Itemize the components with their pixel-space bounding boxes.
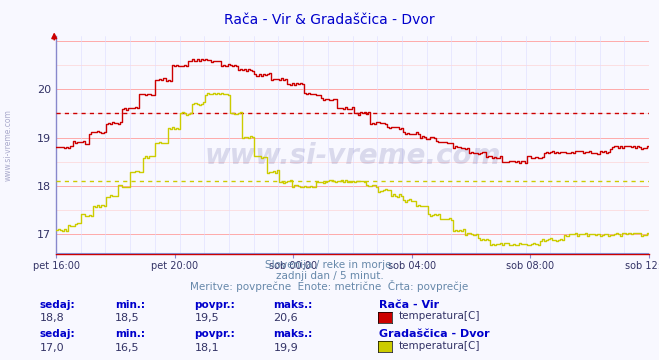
Text: Slovenija / reke in morje.: Slovenija / reke in morje. xyxy=(264,260,395,270)
Text: min.:: min.: xyxy=(115,329,146,339)
Text: Rača - Vir & Gradaščica - Dvor: Rača - Vir & Gradaščica - Dvor xyxy=(224,13,435,27)
Text: min.:: min.: xyxy=(115,300,146,310)
Text: temperatura[C]: temperatura[C] xyxy=(399,341,480,351)
Text: sedaj:: sedaj: xyxy=(40,300,75,310)
Text: maks.:: maks.: xyxy=(273,329,313,339)
Text: 18,1: 18,1 xyxy=(194,343,219,353)
Text: 17,0: 17,0 xyxy=(40,343,64,353)
Text: 16,5: 16,5 xyxy=(115,343,140,353)
Text: www.si-vreme.com: www.si-vreme.com xyxy=(204,142,501,170)
Text: 18,8: 18,8 xyxy=(40,314,65,324)
Text: sedaj:: sedaj: xyxy=(40,329,75,339)
Text: Rača - Vir: Rača - Vir xyxy=(379,300,439,310)
Text: povpr.:: povpr.: xyxy=(194,329,235,339)
Text: 19,9: 19,9 xyxy=(273,343,299,353)
Text: 18,5: 18,5 xyxy=(115,314,140,324)
Text: povpr.:: povpr.: xyxy=(194,300,235,310)
Text: 20,6: 20,6 xyxy=(273,314,298,324)
Text: Meritve: povprečne  Enote: metrične  Črta: povprečje: Meritve: povprečne Enote: metrične Črta:… xyxy=(190,280,469,292)
Text: www.si-vreme.com: www.si-vreme.com xyxy=(4,109,13,181)
Text: 19,5: 19,5 xyxy=(194,314,219,324)
Text: Gradaščica - Dvor: Gradaščica - Dvor xyxy=(379,329,490,339)
Text: temperatura[C]: temperatura[C] xyxy=(399,311,480,321)
Text: zadnji dan / 5 minut.: zadnji dan / 5 minut. xyxy=(275,271,384,281)
Text: maks.:: maks.: xyxy=(273,300,313,310)
